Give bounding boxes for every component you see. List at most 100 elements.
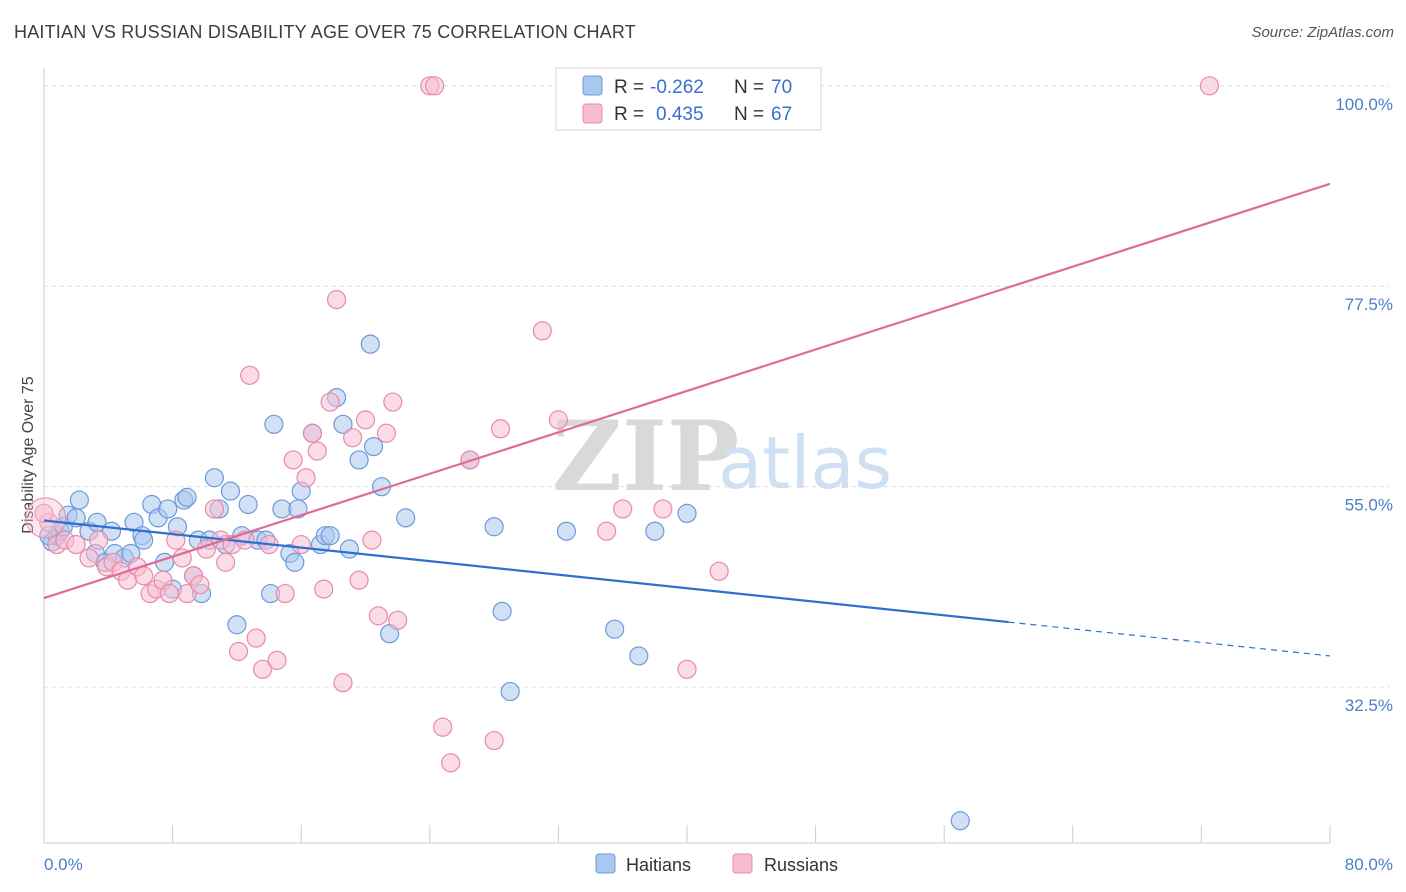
haitian-trend-line-extension — [1008, 621, 1331, 657]
haitian-point — [158, 499, 178, 519]
russian-trend-line — [43, 182, 1331, 600]
watermark-zip: ZIP — [552, 400, 739, 513]
russian-point — [275, 583, 295, 604]
haitian-point — [69, 490, 89, 510]
haitian-point — [285, 552, 305, 572]
legend-r-value-haitian: -0.262 — [650, 77, 704, 98]
x-ticks — [43, 825, 1331, 843]
russian-point — [134, 566, 154, 586]
russian-point — [343, 428, 363, 448]
legend-r-label-russian: R = — [614, 104, 644, 125]
grid-lines — [44, 85, 1390, 688]
russian-point — [291, 534, 311, 555]
legend-r-label-haitian: R = — [614, 77, 644, 98]
russian-point — [333, 673, 353, 693]
russian-point — [1199, 76, 1220, 96]
russian-point — [296, 468, 316, 488]
russian-point — [388, 610, 408, 630]
legend-n-value-russian: 67 — [771, 104, 792, 125]
legend-n-value-haitian: 70 — [771, 77, 792, 98]
russian-point — [159, 583, 179, 604]
russian-point — [240, 365, 260, 385]
russian-point — [204, 499, 224, 519]
haitian-point — [177, 487, 197, 507]
legend-r-value-russian: 0.435 — [656, 104, 704, 125]
russian-point — [532, 321, 552, 341]
series-legend: Haitians Russians — [595, 853, 838, 875]
haitian-point — [605, 619, 625, 639]
haitian-trend-line — [43, 519, 1009, 624]
russian-point — [548, 410, 569, 430]
haitian-point — [204, 468, 224, 488]
haitian-point — [227, 615, 247, 635]
bottom-legend-russians: Russians — [764, 855, 838, 875]
russian-point — [355, 410, 376, 430]
bottom-legend-haitians: Haitians — [626, 855, 691, 875]
russian-point — [613, 499, 633, 519]
watermark-atlas: atlas — [718, 421, 892, 505]
russian-point — [320, 392, 340, 412]
legend-n-label-russian: N = — [734, 104, 764, 125]
russian-point — [376, 423, 396, 443]
haitian-point — [134, 530, 154, 550]
russian-point — [172, 548, 192, 568]
trend-lines — [43, 182, 1331, 657]
russian-point — [66, 534, 86, 555]
russian-point — [425, 76, 445, 96]
x-tick-label-min: 0.0% — [44, 855, 83, 874]
haitian-point — [677, 503, 697, 524]
haitian-point — [264, 414, 284, 434]
legend-swatch-russian — [582, 103, 603, 124]
russian-point — [383, 392, 403, 412]
russian-point — [484, 730, 504, 751]
source-label: Source: ZipAtlas.com — [1251, 24, 1394, 41]
russian-point — [597, 521, 617, 541]
haitian-point — [238, 494, 258, 515]
haitian-point — [363, 436, 384, 457]
y-axis-label: Disability Age Over 75 — [20, 376, 37, 534]
bottom-legend-swatch-haitians — [595, 853, 616, 874]
haitian-point — [360, 334, 380, 354]
russian-point — [246, 628, 266, 648]
haitian-point — [333, 414, 353, 434]
russian-point — [89, 530, 109, 550]
russian-point — [349, 570, 369, 590]
legend-n-label-haitian: N = — [734, 77, 764, 98]
russian-point — [228, 641, 249, 662]
watermark: ZIP atlas — [552, 400, 892, 513]
legend-swatch-haitian — [582, 75, 603, 96]
y-tick-label: 77.5% — [1345, 295, 1393, 314]
russian-point — [490, 419, 511, 439]
x-tick-label-max: 80.0% — [1345, 855, 1393, 874]
russian-point — [216, 552, 236, 572]
russian-point — [253, 659, 273, 679]
russian-point — [307, 441, 327, 461]
haitian-point — [950, 811, 970, 831]
chart-title: HAITIAN VS RUSSIAN DISABILITY AGE OVER 7… — [14, 22, 636, 42]
haitian-point — [220, 481, 241, 501]
haitian-point — [272, 499, 292, 519]
y-tick-labels: 32.5% 55.0% 77.5% 100.0% — [1335, 95, 1393, 715]
russian-point — [362, 530, 382, 550]
haitian-point — [645, 521, 665, 541]
russian-point — [677, 659, 697, 679]
y-tick-label: 32.5% — [1345, 696, 1393, 715]
russian-point — [302, 423, 323, 443]
russian-point — [326, 290, 347, 310]
haitian-point — [492, 601, 512, 621]
haitian-point — [320, 526, 340, 546]
russian-point — [368, 606, 388, 626]
haitian-point — [339, 539, 360, 559]
russian-point — [283, 450, 303, 470]
haitian-points — [39, 334, 970, 831]
haitian-point — [556, 521, 577, 541]
haitian-point — [500, 681, 520, 702]
russian-point — [79, 548, 99, 568]
y-tick-label: 55.0% — [1345, 496, 1393, 515]
russian-point — [267, 650, 287, 670]
russian-point — [441, 753, 461, 773]
russian-point — [34, 503, 54, 524]
haitian-point — [396, 508, 416, 528]
russian-point — [25, 497, 67, 539]
